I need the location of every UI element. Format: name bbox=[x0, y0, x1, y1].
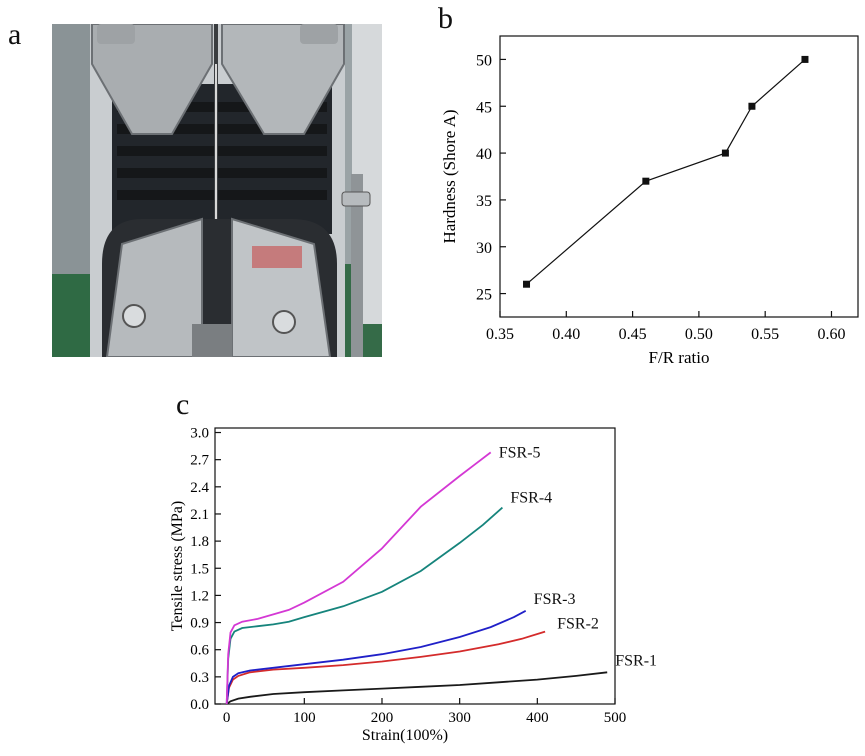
data-point-marker bbox=[801, 55, 809, 63]
plot-frame bbox=[499, 35, 859, 318]
series-label-fsr-1: FSR-1 bbox=[615, 652, 657, 669]
hardness-chart: 0.35 0.40 0.45 0.50 0.55 0.60 25 30 35 40 45 50 F/… bbox=[440, 35, 859, 367]
y-tick-label: 3.0 bbox=[190, 426, 209, 442]
y-axis-label: Hardness (Shore A) bbox=[440, 109, 459, 243]
data-point-marker bbox=[642, 177, 650, 185]
x-tick-label: 0 bbox=[223, 710, 231, 726]
series-label-fsr-3: FSR-3 bbox=[534, 591, 576, 608]
plot-frame bbox=[214, 427, 616, 705]
panel-a-label: a bbox=[8, 18, 22, 51]
y-tick-label: 0.6 bbox=[190, 643, 209, 659]
x-tick-label: 400 bbox=[526, 710, 549, 726]
series-line-fsr-1 bbox=[226, 671, 608, 705]
y-tick-label: 1.2 bbox=[190, 588, 209, 604]
x-tick-label: 0.45 bbox=[619, 326, 647, 343]
x-axis-label: F/R ratio bbox=[649, 348, 710, 367]
x-tick-label: 500 bbox=[604, 710, 627, 726]
y-tick-label: 1.5 bbox=[190, 561, 209, 577]
y-tick-label: 0.9 bbox=[190, 616, 209, 632]
series-line-fsr-4 bbox=[225, 506, 503, 705]
y-tick-label: 0.3 bbox=[190, 670, 209, 686]
panel-c-label: c bbox=[176, 388, 190, 421]
y-tick-label: 25 bbox=[476, 287, 492, 304]
y-tick-label: 1.8 bbox=[190, 534, 209, 550]
x-tick-label: 0.40 bbox=[552, 326, 580, 343]
y-tick-label: 2.7 bbox=[190, 453, 209, 469]
y-tick-label: 35 bbox=[476, 193, 492, 210]
y-tick-label: 2.4 bbox=[190, 480, 209, 496]
hardness-series-line bbox=[526, 58, 806, 285]
series-line-fsr-2 bbox=[225, 630, 546, 705]
x-axis-label: Strain(100%) bbox=[362, 727, 448, 744]
x-tick-label: 200 bbox=[371, 710, 394, 726]
x-tick-label: 300 bbox=[448, 710, 471, 726]
y-axis-label: Tensile stress (MPa) bbox=[169, 501, 186, 631]
x-tick-label: 0.50 bbox=[685, 326, 713, 343]
series-label-fsr-2: FSR-2 bbox=[557, 616, 599, 633]
series-label-fsr-5: FSR-5 bbox=[499, 444, 541, 461]
data-point-marker bbox=[721, 149, 729, 157]
series-line-fsr-5 bbox=[225, 451, 492, 705]
data-point-marker bbox=[748, 102, 756, 110]
y-tick-label: 2.1 bbox=[190, 507, 209, 523]
stress-strain-chart: 0 100 200 300 400 500 0.0 0.3 0.6 0.9 1.2 1.5 1.8 2.… bbox=[169, 426, 657, 744]
x-tick-label: 0.60 bbox=[817, 326, 845, 343]
panel-b-label: b bbox=[438, 2, 453, 35]
x-tick-label: 0.55 bbox=[751, 326, 779, 343]
y-tick-label: 40 bbox=[476, 146, 492, 163]
y-tick-label: 30 bbox=[476, 240, 492, 257]
tensile-test-photo bbox=[52, 24, 382, 357]
y-tick-label: 0.0 bbox=[190, 697, 209, 713]
x-tick-label: 0.35 bbox=[486, 326, 514, 343]
series-line-fsr-3 bbox=[225, 610, 527, 705]
series-label-fsr-4: FSR-4 bbox=[510, 490, 552, 507]
y-tick-label: 45 bbox=[476, 99, 492, 116]
y-tick-label: 50 bbox=[476, 52, 492, 69]
data-point-marker bbox=[523, 280, 531, 288]
x-tick-label: 100 bbox=[293, 710, 316, 726]
